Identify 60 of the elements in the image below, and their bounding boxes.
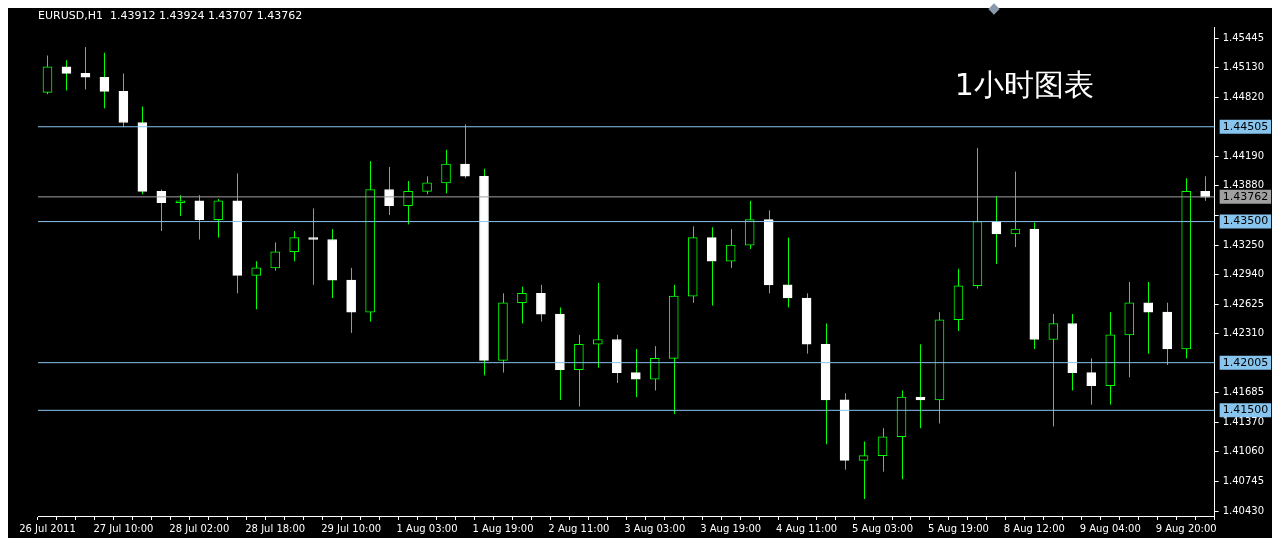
x-tick-label: 26 Jul 2011 <box>19 522 76 534</box>
x-tick-label: 5 Aug 19:00 <box>927 522 989 534</box>
y-tick-label: 1.41685 <box>1222 386 1265 398</box>
candlestick <box>308 207 319 286</box>
x-tick-label: 29 Jul 10:00 <box>321 522 382 534</box>
y-tick-label: 1.42940 <box>1222 268 1265 280</box>
candlestick <box>649 345 660 391</box>
y-tick-label: 1.44190 <box>1222 150 1265 162</box>
y-tick-label: 1.43250 <box>1222 238 1265 250</box>
candlestick <box>194 194 205 241</box>
y-tick-label: 1.40745 <box>1222 475 1265 487</box>
x-tick-label: 8 Aug 12:00 <box>1003 522 1065 534</box>
x-tick-label: 4 Aug 11:00 <box>776 522 838 534</box>
x-tick-label: 1 Aug 03:00 <box>396 522 458 534</box>
y-tick-label: 1.44820 <box>1222 90 1265 102</box>
candlestick <box>80 46 91 90</box>
y-tick-label: 1.42310 <box>1222 327 1265 339</box>
y-tick-label: 1.41060 <box>1222 445 1265 457</box>
candlestick <box>251 260 262 310</box>
candlestick <box>593 282 603 369</box>
ref-line-label: 1.41500 <box>1222 403 1269 417</box>
chart-title: EURUSD,H1 1.43912 1.43924 1.43707 1.43762 <box>38 9 303 23</box>
y-tick-label: 1.43880 <box>1222 179 1265 191</box>
ref-line-label: 1.43762 <box>1222 189 1269 203</box>
candlestick <box>213 198 224 239</box>
candlestick <box>1143 281 1154 355</box>
x-tick-label: 28 Jul 02:00 <box>169 522 230 534</box>
y-tick-label: 1.42625 <box>1222 297 1265 309</box>
y-tick-label: 1.40430 <box>1222 504 1265 516</box>
candlestick <box>877 427 888 473</box>
x-tick-label: 1 Aug 19:00 <box>472 522 534 534</box>
x-tick-label: 3 Aug 19:00 <box>700 522 762 534</box>
x-tick-label: 9 Aug 04:00 <box>1079 522 1141 534</box>
x-tick-label: 5 Aug 03:00 <box>851 522 914 534</box>
x-tick-label: 2 Aug 11:00 <box>548 522 610 534</box>
candlestick <box>725 228 736 269</box>
candlestick <box>460 123 470 179</box>
x-tick-label: 28 Jul 18:00 <box>245 522 306 534</box>
y-tick-label: 1.45130 <box>1222 61 1265 73</box>
candlestick <box>1086 357 1097 406</box>
annotation: 1小时图表 <box>954 67 1094 102</box>
candlestick <box>175 194 186 217</box>
ref-line-label: 1.44505 <box>1222 119 1269 133</box>
ref-line-label: 1.43500 <box>1222 214 1269 228</box>
candlestick <box>991 195 1002 265</box>
x-tick-label: 27 Jul 10:00 <box>93 522 154 534</box>
candlestick <box>536 284 546 323</box>
ref-line-label: 1.42005 <box>1222 355 1269 369</box>
y-tick-label: 1.45445 <box>1222 31 1265 43</box>
candlestick <box>270 241 281 272</box>
x-tick-label: 9 Aug 20:00 <box>1155 522 1217 534</box>
candlestick <box>1048 313 1059 427</box>
candlestick <box>630 348 641 398</box>
candlestick <box>99 52 110 109</box>
candlestick <box>782 237 793 308</box>
candlestick <box>706 226 717 307</box>
candlestick <box>858 440 869 500</box>
x-tick-label: 3 Aug 03:00 <box>624 522 686 534</box>
y-tick-label: 1.41370 <box>1222 416 1265 428</box>
candlestick <box>441 149 451 194</box>
